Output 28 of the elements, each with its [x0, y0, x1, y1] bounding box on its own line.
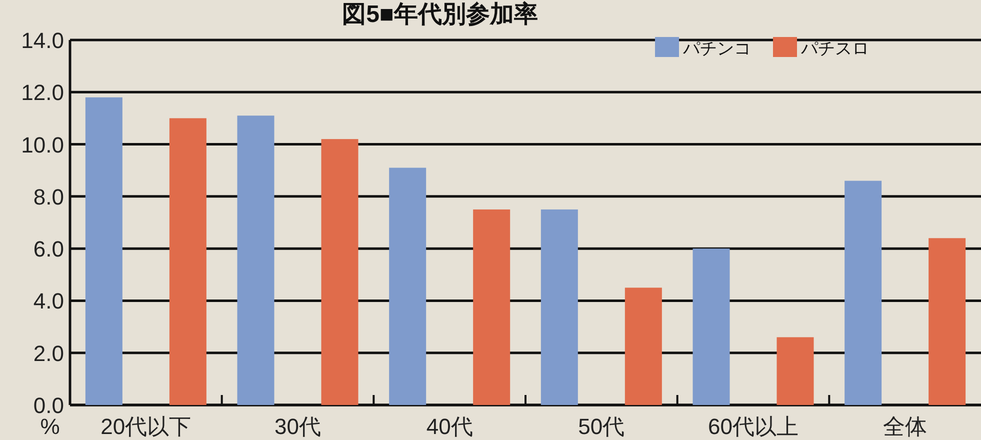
- bar: [776, 337, 814, 405]
- bar: [85, 97, 122, 405]
- y-tick-label: 8.0: [33, 184, 64, 210]
- legend-label: パチンコ: [682, 39, 751, 58]
- bar: [692, 248, 730, 405]
- y-tick-label: 2.0: [33, 340, 64, 366]
- y-tick-label: 6.0: [33, 236, 64, 262]
- bar: [473, 209, 510, 405]
- x-tick-label: 60代以上: [708, 414, 798, 439]
- bar: [540, 209, 578, 405]
- x-tick-label: 20代以下: [100, 414, 192, 439]
- bar: [237, 116, 274, 405]
- bar: [169, 118, 206, 405]
- y-tick-label: 12.0: [21, 80, 64, 106]
- x-tick-label: 40代: [426, 414, 473, 439]
- x-tick-label: 50代: [578, 414, 625, 439]
- y-tick-label: 4.0: [33, 288, 64, 314]
- y-tick-label: 10.0: [21, 132, 64, 158]
- legend-label: パチスロ: [800, 39, 869, 58]
- y-tick-label: 14.0: [21, 28, 64, 53]
- x-tick-label: 全体: [883, 414, 928, 439]
- bar: [844, 180, 882, 405]
- bar: [928, 238, 966, 405]
- chart-title: 図5■年代別参加率: [342, 1, 538, 28]
- bar: [624, 288, 662, 405]
- bar: [321, 139, 358, 405]
- x-tick-label: 30代: [274, 414, 321, 439]
- bar: [389, 168, 426, 405]
